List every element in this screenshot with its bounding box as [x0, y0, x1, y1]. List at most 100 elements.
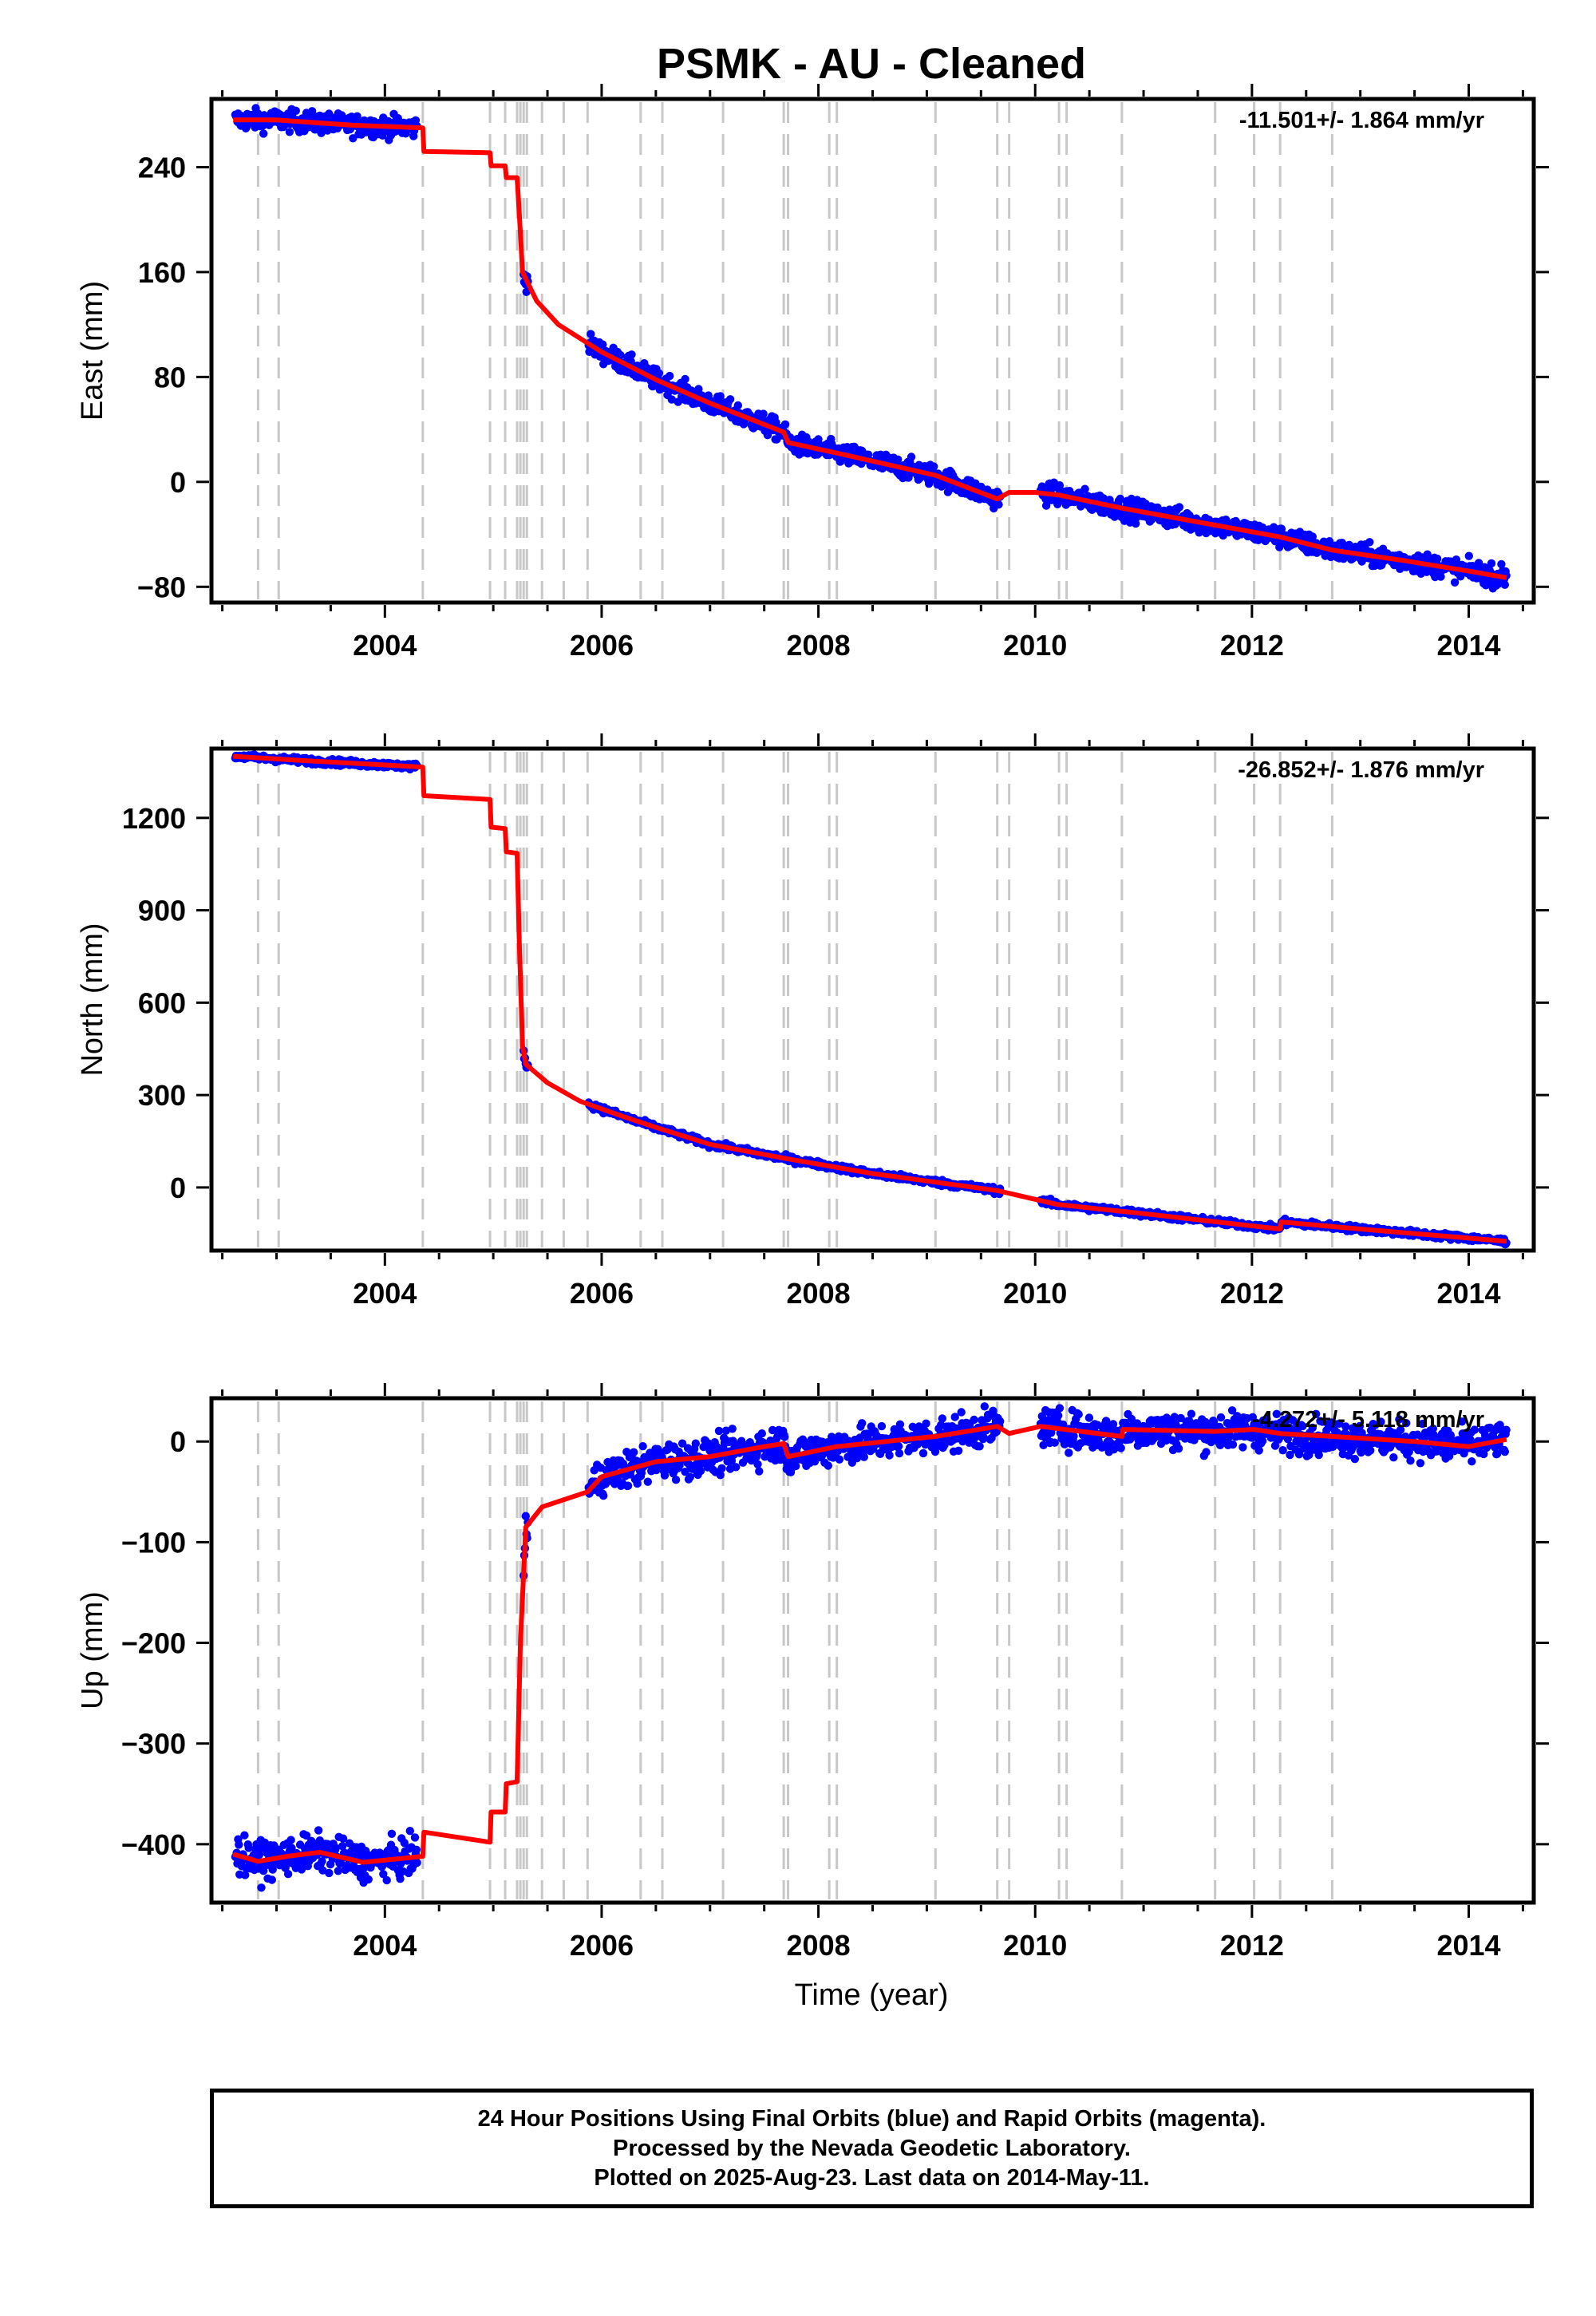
data-point: [396, 1875, 405, 1883]
data-point: [1187, 1409, 1196, 1418]
data-point: [240, 1831, 249, 1840]
data-point: [717, 1464, 726, 1473]
data-point: [1500, 1447, 1510, 1456]
north-panel: 2004 2006 2008 2010 2012 201403006009001200No…: [76, 733, 1549, 1310]
data-point: [241, 1871, 250, 1879]
data-point: [1497, 559, 1506, 569]
y-tick-label: 160: [138, 256, 186, 289]
data-point: [1055, 481, 1065, 490]
data-point: [1341, 1422, 1350, 1431]
data-point: [885, 1451, 894, 1460]
data-point: [907, 453, 916, 461]
data-point: [331, 1845, 340, 1854]
y-tick-label: −100: [121, 1526, 186, 1559]
data-point: [716, 1471, 725, 1480]
data-point: [1389, 1453, 1398, 1462]
x-tick-label: 2004: [353, 629, 417, 662]
data-point: [1101, 1417, 1111, 1425]
x-tick-label: 2010: [1003, 629, 1067, 662]
east-frame: [209, 97, 1536, 605]
data-point: [954, 1446, 963, 1456]
data-point: [894, 1442, 903, 1451]
data-point: [957, 1408, 966, 1417]
data-point: [714, 1426, 724, 1436]
north-rate-label: -26.852+/- 1.876 mm/yr: [1238, 757, 1484, 783]
up-panel: 2004 2006 2008 2010 2012 2014−400−300−200−100…: [76, 1383, 1549, 1962]
east-rate-label: -11.501+/- 1.864 mm/yr: [1239, 108, 1484, 133]
data-point: [994, 500, 1003, 509]
data-point: [283, 1870, 293, 1879]
x-tick-label: 2006: [570, 1929, 634, 1962]
data-point: [1116, 494, 1125, 504]
data-point: [1335, 1419, 1344, 1429]
data-point: [318, 1866, 327, 1875]
data-point: [1464, 551, 1474, 560]
data-point: [859, 1452, 869, 1461]
data-point: [716, 392, 725, 401]
y-tick-label: 80: [154, 361, 186, 393]
footer-line-2: Processed by the Nevada Geodetic Laborat…: [613, 2135, 1131, 2161]
data-point: [918, 1448, 928, 1458]
data-point: [1470, 1425, 1479, 1434]
data-point: [1487, 559, 1496, 568]
data-point: [1170, 1413, 1179, 1421]
data-point: [413, 1858, 421, 1867]
data-point: [1450, 578, 1460, 587]
data-point: [318, 1857, 326, 1866]
x-tick-label: 2012: [1220, 1277, 1284, 1310]
data-point: [1174, 1444, 1183, 1453]
data-point: [325, 1868, 334, 1878]
x-tick-label: 2008: [787, 629, 851, 662]
y-tick-label: 900: [138, 895, 186, 927]
data-point: [1270, 1441, 1280, 1450]
data-point: [768, 1425, 777, 1435]
x-tick-label: 2004: [353, 1277, 417, 1310]
data-point: [1053, 1411, 1063, 1420]
data-point: [405, 1827, 414, 1836]
data-point: [1039, 1441, 1048, 1450]
data-point: [980, 1402, 990, 1411]
data-point: [691, 1439, 700, 1448]
y-tick-label: 0: [170, 1172, 186, 1204]
data-point: [627, 350, 636, 359]
east-panel: 2004 2006 2008 2010 2012 2014−80080160240East…: [76, 84, 1549, 662]
data-point: [410, 1833, 420, 1842]
data-point: [895, 1420, 905, 1429]
data-point: [1277, 524, 1286, 533]
data-point: [1238, 1443, 1247, 1452]
data-point: [667, 395, 676, 404]
data-point: [1254, 1446, 1263, 1455]
data-point: [291, 106, 300, 115]
x-tick-label: 2008: [787, 1929, 851, 1962]
data-point: [1227, 1406, 1237, 1415]
data-point: [1202, 1448, 1211, 1456]
data-point: [382, 1875, 391, 1885]
data-point: [1116, 1444, 1125, 1452]
data-point: [1278, 1446, 1287, 1455]
y-tick-label: 0: [170, 1425, 186, 1458]
data-point: [1428, 1425, 1438, 1433]
y-tick-label: −400: [121, 1828, 186, 1861]
data-point: [694, 385, 703, 393]
data-point: [1406, 1456, 1415, 1465]
data-point: [755, 1467, 764, 1476]
data-point: [1233, 1412, 1242, 1421]
y-tick-label: 600: [138, 986, 186, 1019]
data-point: [1395, 1415, 1404, 1424]
data-point: [255, 1850, 264, 1860]
x-tick-label: 2006: [570, 629, 634, 662]
data-point: [979, 1433, 989, 1442]
data-point: [623, 1481, 633, 1490]
data-point: [733, 401, 742, 410]
data-point: [1468, 1457, 1476, 1466]
data-point: [630, 1448, 638, 1456]
data-point: [681, 374, 689, 384]
x-tick-label: 2014: [1436, 1277, 1500, 1310]
data-point: [1474, 559, 1483, 567]
data-point: [1357, 1448, 1365, 1457]
data-point: [996, 1417, 1005, 1426]
data-point: [1396, 1425, 1405, 1434]
data-point: [975, 1442, 984, 1451]
data-point: [267, 1875, 276, 1884]
data-point: [1108, 1420, 1118, 1429]
